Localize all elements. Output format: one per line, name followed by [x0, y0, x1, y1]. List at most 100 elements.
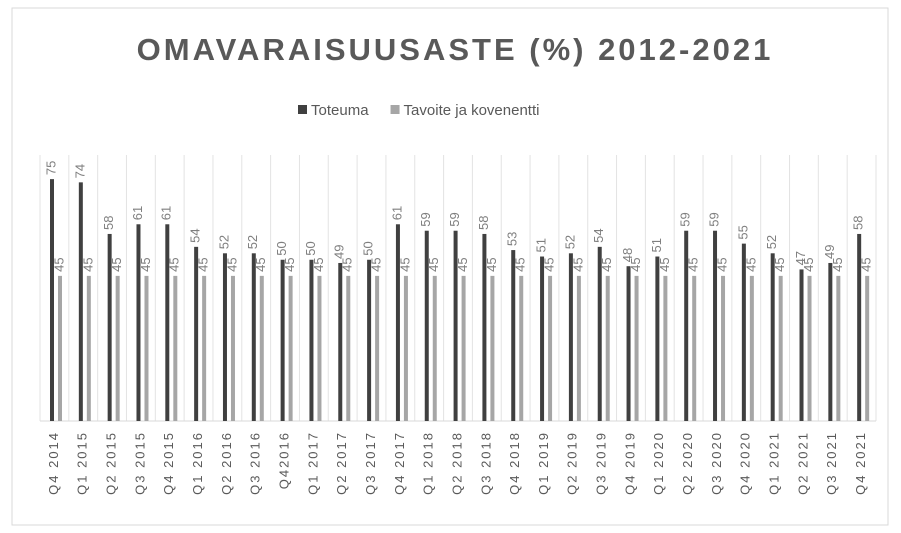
bar [144, 275, 149, 421]
legend-label: Tavoite ja kovenentti [404, 102, 540, 119]
x-tick-label: Q1 2015 [75, 431, 90, 495]
value-label: 45 [455, 257, 470, 271]
value-label: 52 [562, 235, 577, 249]
value-label: 45 [628, 257, 643, 271]
x-tick-label: Q1 2016 [190, 431, 205, 495]
value-label: 58 [851, 215, 866, 229]
bar [778, 275, 783, 421]
value-label: 45 [570, 257, 585, 271]
x-tick-label: Q4 2017 [392, 431, 407, 495]
x-tick-label: Q1 2020 [651, 431, 666, 495]
bar [511, 250, 516, 421]
value-label: 45 [51, 257, 66, 271]
value-label: 54 [188, 228, 203, 242]
bar [634, 275, 639, 421]
x-tick-label: Q3 2020 [709, 431, 724, 495]
value-label: 52 [216, 235, 231, 249]
value-label: 45 [397, 257, 412, 271]
value-label: 45 [80, 257, 95, 271]
bar [836, 275, 841, 421]
value-label: 45 [196, 257, 211, 271]
x-tick-label: Q4 2020 [738, 431, 753, 495]
bar [375, 275, 380, 421]
value-label: 45 [426, 257, 441, 271]
bar [482, 233, 487, 421]
bar [807, 275, 812, 421]
bar [280, 259, 285, 421]
value-label: 49 [332, 245, 347, 259]
bar [692, 275, 697, 421]
bar [655, 256, 660, 421]
bar [115, 275, 120, 421]
bar [597, 246, 602, 421]
bar [86, 275, 91, 421]
value-label: 50 [361, 241, 376, 255]
x-tick-label: Q1 2017 [305, 431, 320, 495]
bar [713, 230, 718, 421]
value-label: 51 [649, 238, 664, 252]
bar [663, 275, 668, 421]
value-label: 59 [447, 212, 462, 226]
legend-swatch [390, 105, 400, 114]
x-tick-label: Q2 2019 [565, 431, 580, 495]
bar [259, 275, 264, 421]
bar [317, 275, 322, 421]
bar [461, 275, 466, 421]
value-label: 52 [245, 235, 260, 249]
value-label: 45 [340, 257, 355, 271]
value-label: 45 [801, 257, 816, 271]
value-label: 48 [620, 248, 635, 262]
value-label: 45 [311, 257, 326, 271]
value-label: 45 [657, 257, 672, 271]
bar [453, 230, 458, 421]
bar [58, 275, 62, 421]
value-label: 61 [159, 206, 174, 220]
x-tick-label: Q2 2020 [680, 431, 695, 495]
value-label: 45 [714, 257, 729, 271]
chart-title: OMAVARAISUUSASTE (%) 2012-2021 [137, 32, 774, 67]
value-label: 50 [303, 241, 318, 255]
bar [309, 259, 314, 421]
bar [202, 275, 207, 421]
value-label: 61 [389, 206, 404, 220]
x-tick-label: Q3 2017 [363, 431, 378, 495]
bar [230, 275, 235, 421]
value-label: 45 [772, 257, 787, 271]
x-tick-label: Q4 2018 [507, 431, 522, 495]
bar [50, 179, 54, 421]
bar [857, 233, 862, 421]
bar [799, 269, 804, 421]
value-label: 51 [534, 238, 549, 252]
bar [288, 275, 293, 421]
bar [251, 253, 256, 421]
x-tick-label: Q4 2019 [622, 431, 637, 495]
value-label: 59 [706, 212, 721, 226]
value-label: 45 [484, 257, 499, 271]
value-label: 45 [743, 257, 758, 271]
x-tick-label: Q2 2018 [449, 431, 464, 495]
value-label: 45 [859, 257, 874, 271]
x-tick-label: Q3 2019 [594, 431, 609, 495]
x-tick-label: Q1 2018 [421, 431, 436, 495]
bar [741, 243, 746, 421]
value-label: 45 [109, 257, 124, 271]
bar [432, 275, 437, 421]
bar [78, 182, 83, 421]
bar [136, 224, 141, 421]
x-tick-label: Q2 2016 [219, 431, 234, 495]
bar [576, 275, 581, 421]
bar [367, 259, 372, 421]
bar [605, 275, 610, 421]
value-label: 45 [167, 257, 182, 271]
bar [568, 253, 573, 421]
value-label: 54 [591, 228, 606, 242]
value-label: 49 [822, 245, 837, 259]
bar [626, 266, 631, 421]
x-tick-label: Q1 2021 [767, 431, 782, 495]
value-label: 75 [43, 161, 58, 175]
x-tick-label: Q4 2021 [853, 431, 868, 495]
bar [540, 256, 545, 421]
x-tick-label: Q3 2018 [478, 431, 493, 495]
x-tick-label: Q1 2019 [536, 431, 551, 495]
